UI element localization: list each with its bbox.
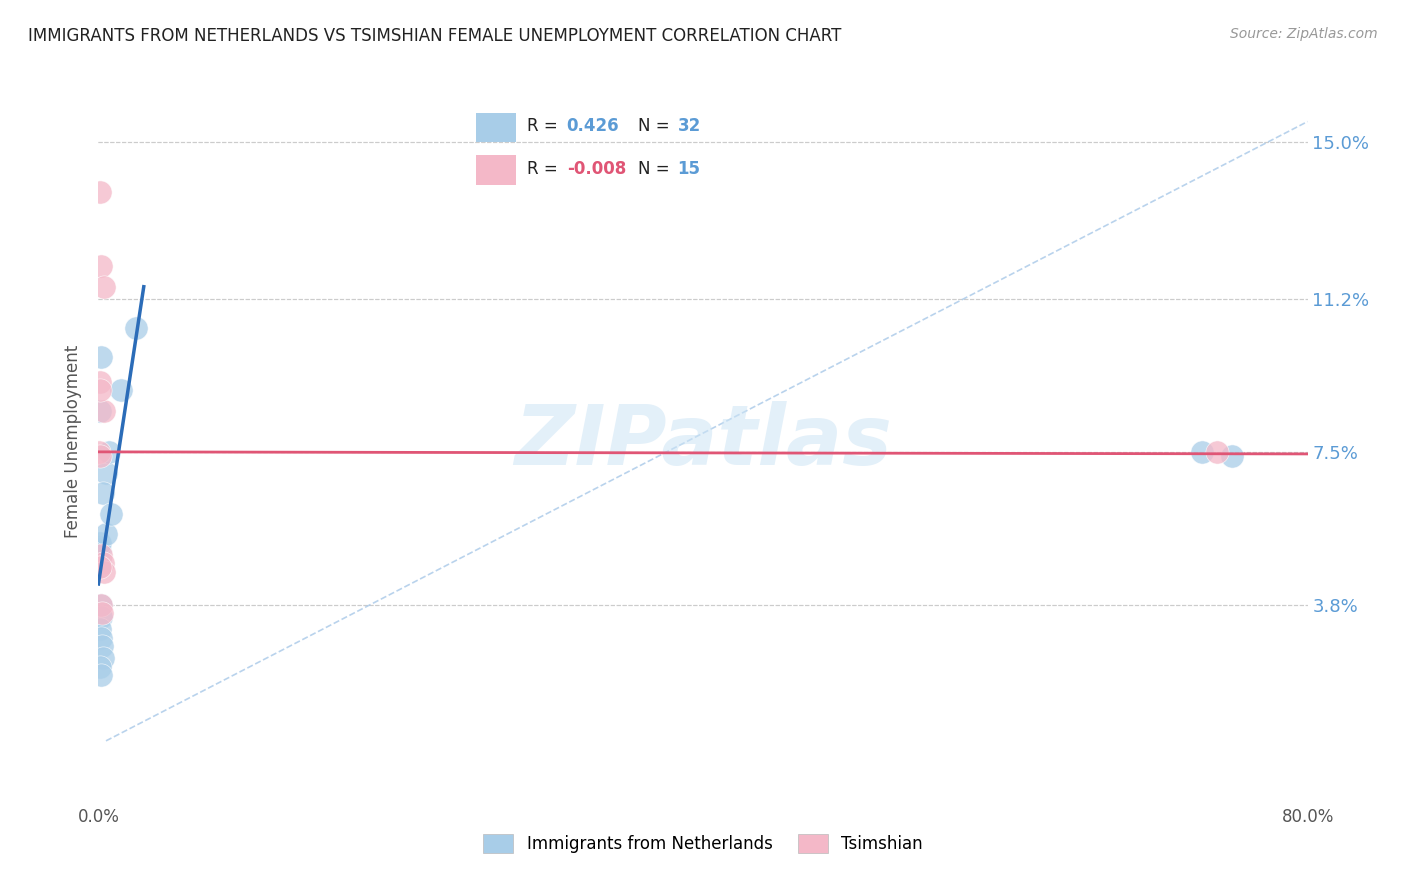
Point [89, 449, 111, 463]
Y-axis label: Female Unemployment: Female Unemployment [65, 345, 83, 538]
Point [87, 558, 110, 573]
Point [89, 550, 111, 565]
Legend: Immigrants from Netherlands, Tsimshian: Immigrants from Netherlands, Tsimshian [477, 827, 929, 860]
Point [89, 659, 111, 673]
Point [94, 527, 117, 541]
Point [89, 552, 111, 566]
Point [91, 651, 114, 665]
Point [93, 565, 115, 579]
Point [90, 598, 112, 612]
Text: IMMIGRANTS FROM NETHERLANDS VS TSIMSHIAN FEMALE UNEMPLOYMENT CORRELATION CHART: IMMIGRANTS FROM NETHERLANDS VS TSIMSHIAN… [28, 27, 842, 45]
Point [90, 631, 112, 645]
Point [91, 486, 114, 500]
Point [93, 279, 115, 293]
Point [89, 560, 111, 574]
Point [1191, 445, 1213, 459]
Point [89, 185, 111, 199]
Point [90, 668, 112, 682]
Point [91, 639, 114, 653]
Point [89, 554, 111, 568]
Text: Source: ZipAtlas.com: Source: ZipAtlas.com [1230, 27, 1378, 41]
Point [90, 350, 112, 364]
Point [89, 544, 111, 558]
Point [89, 623, 111, 637]
Point [89, 548, 111, 562]
Point [89, 560, 111, 574]
Point [90, 598, 112, 612]
Point [1220, 449, 1243, 463]
Text: ZIPatlas: ZIPatlas [515, 401, 891, 482]
Point [125, 321, 148, 335]
Point [94, 466, 117, 480]
Point [100, 507, 122, 521]
Point [90, 548, 112, 562]
Point [87, 541, 110, 556]
Point [91, 606, 114, 620]
Point [89, 445, 111, 459]
Point [89, 535, 111, 549]
Point [87, 557, 110, 571]
Point [93, 403, 115, 417]
Point [89, 375, 111, 389]
Point [89, 403, 111, 417]
Point [89, 383, 111, 397]
Point [91, 557, 114, 571]
Point [90, 610, 112, 624]
Point [89, 540, 111, 554]
Point [87, 548, 110, 562]
Point [90, 259, 112, 273]
Point [110, 383, 132, 397]
Point [1206, 445, 1229, 459]
Point [98, 445, 121, 459]
Point [89, 546, 111, 560]
